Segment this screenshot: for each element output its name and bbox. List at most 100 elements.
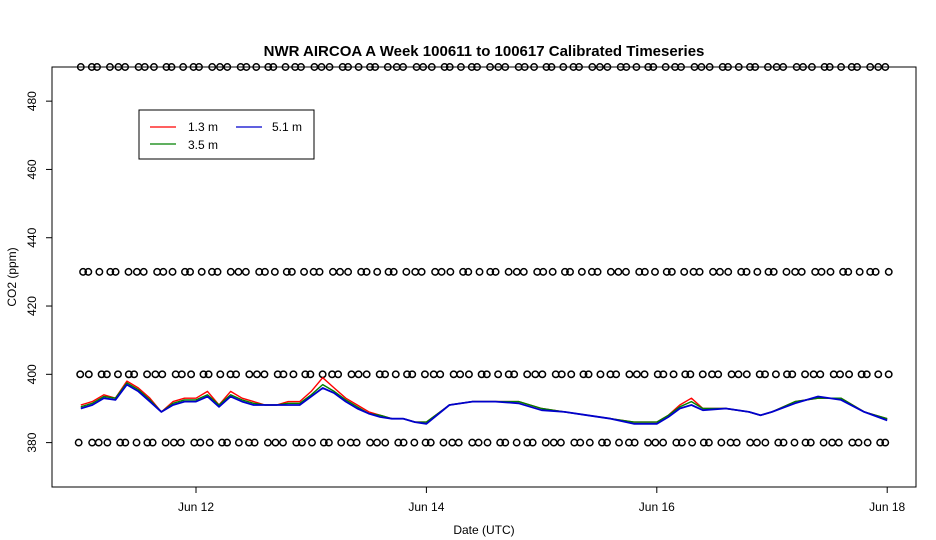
- marker-point: [871, 267, 880, 276]
- marker-point: [223, 63, 232, 71]
- marker-point: [439, 438, 448, 447]
- marker-point: [541, 438, 550, 447]
- marker-point: [281, 63, 290, 71]
- marker-point: [216, 370, 225, 379]
- marker-point: [234, 438, 243, 447]
- marker-point: [632, 63, 641, 71]
- legend-label-series-2: 3.5 m: [188, 138, 218, 152]
- marker-point: [116, 438, 125, 447]
- marker-point: [279, 370, 288, 379]
- marker-point: [76, 370, 85, 379]
- marker-point: [680, 267, 689, 276]
- marker-point: [504, 267, 513, 276]
- marker-point: [520, 63, 529, 71]
- marker-point: [338, 63, 347, 71]
- marker-point: [576, 438, 585, 447]
- marker-point: [208, 63, 217, 71]
- marker-point: [344, 267, 353, 276]
- marker-point: [603, 63, 612, 71]
- y-axis-label: CO2 (ppm): [5, 247, 19, 306]
- marker-point: [837, 63, 846, 71]
- marker-point: [319, 438, 328, 447]
- marker-point: [105, 63, 114, 71]
- marker-point: [226, 267, 235, 276]
- marker-point: [269, 63, 278, 71]
- marker-point: [635, 267, 644, 276]
- marker-point: [595, 63, 604, 71]
- marker-point: [797, 267, 806, 276]
- marker-point: [575, 63, 583, 71]
- marker-point: [718, 63, 727, 71]
- marker-point: [737, 267, 746, 276]
- marker-point: [130, 370, 139, 379]
- marker-point: [74, 438, 83, 447]
- marker-point: [844, 267, 853, 276]
- marker-point: [653, 370, 662, 379]
- plot-area-frame: [51, 66, 917, 488]
- marker-point: [496, 438, 505, 447]
- marker-point: [474, 438, 483, 447]
- marker-point: [464, 267, 473, 276]
- marker-point: [566, 267, 574, 276]
- marker-point: [464, 370, 473, 379]
- marker-point: [579, 370, 588, 379]
- marker-point: [437, 267, 446, 276]
- marker-point: [143, 438, 152, 447]
- marker-point: [336, 267, 344, 276]
- marker-point: [93, 63, 101, 71]
- marker-point: [366, 63, 374, 71]
- marker-point: [724, 63, 732, 71]
- marker-point: [651, 438, 660, 447]
- marker-point: [167, 63, 176, 71]
- marker-point: [884, 267, 893, 276]
- x-tick-label: Jun 14: [408, 500, 444, 514]
- marker-point: [769, 267, 778, 276]
- marker-point: [817, 267, 826, 276]
- marker-point: [807, 63, 816, 71]
- marker-point: [158, 370, 167, 379]
- marker-point: [806, 438, 815, 447]
- marker-point: [223, 438, 232, 447]
- marker-point: [297, 438, 306, 447]
- marker-point: [588, 63, 597, 71]
- marker-point: [523, 370, 532, 379]
- marker-point: [362, 267, 371, 276]
- marker-point: [752, 438, 761, 447]
- marker-point: [763, 63, 772, 71]
- marker-point: [177, 370, 186, 379]
- marker-point: [403, 370, 412, 379]
- marker-point: [662, 267, 671, 276]
- marker-point: [771, 370, 780, 379]
- marker-point: [260, 267, 269, 276]
- marker-point: [625, 370, 634, 379]
- marker-point: [264, 63, 273, 71]
- marker-point: [686, 370, 695, 379]
- marker-point: [260, 370, 269, 379]
- marker-point: [181, 267, 189, 276]
- marker-point: [324, 438, 333, 447]
- series-line-3: [80, 383, 888, 425]
- marker-point: [467, 63, 476, 71]
- y-tick-label: 380: [25, 432, 39, 452]
- marker-point: [742, 370, 751, 379]
- marker-point: [801, 438, 810, 447]
- marker-point: [148, 438, 157, 447]
- marker-point: [106, 267, 115, 276]
- marker-point: [863, 438, 872, 447]
- x-axis: Jun 12 Jun 14 Jun 16 Jun 18: [178, 487, 906, 514]
- marker-point: [168, 267, 177, 276]
- marker-point: [622, 267, 630, 276]
- marker-point: [603, 438, 612, 447]
- marker-point: [486, 267, 495, 276]
- marker-point: [334, 370, 343, 379]
- marker-point: [596, 370, 605, 379]
- marker-point: [408, 370, 417, 379]
- marker-point: [501, 63, 510, 71]
- marker-point: [456, 63, 465, 71]
- marker-point: [297, 63, 305, 71]
- marker-point: [250, 438, 259, 447]
- marker-point: [199, 370, 208, 379]
- marker-point: [456, 370, 465, 379]
